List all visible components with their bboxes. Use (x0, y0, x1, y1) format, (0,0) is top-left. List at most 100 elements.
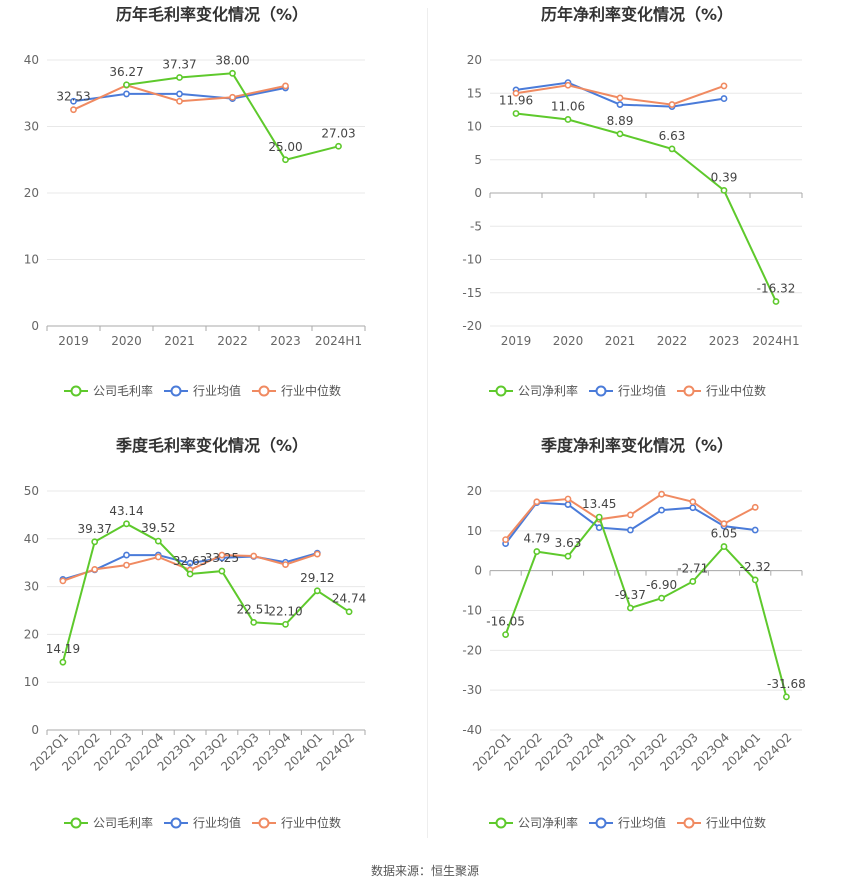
data-point-industry_median (512, 89, 520, 97)
y-tick-label: 30 (24, 120, 39, 134)
legend-marker-icon (495, 385, 507, 397)
data-point-industry_avg (123, 90, 130, 98)
data-point-company (218, 567, 226, 575)
y-tick-label: -10 (462, 253, 482, 267)
x-tick-label: 2024H1 (752, 334, 799, 348)
legend-label: 行业均值 (618, 383, 666, 398)
data-label: -2.32 (740, 560, 771, 574)
data-point-industry_median (250, 552, 258, 560)
data-label: 29.12 (300, 571, 334, 585)
data-point-industry_avg (751, 526, 759, 534)
data-point-industry_median (91, 565, 99, 573)
y-tick-label: 10 (24, 253, 39, 267)
y-tick-label: 20 (24, 186, 39, 200)
quarterly-gross-chart: 季度毛利率变化情况（%）010203040502022Q12022Q22022Q… (24, 436, 367, 830)
data-label: 32.53 (56, 90, 90, 104)
x-tick-label: 2022 (657, 334, 688, 348)
data-point-company (345, 608, 353, 616)
data-label: 25.00 (268, 140, 302, 154)
legend-marker-icon (170, 817, 182, 829)
data-point-company (595, 513, 603, 521)
legend-marker-icon (258, 385, 270, 397)
data-point-company (783, 693, 790, 701)
data-label: 6.63 (659, 129, 686, 143)
legend-item-industry_avg[interactable]: 行业均值 (589, 383, 666, 398)
data-point-company (91, 538, 99, 546)
legend-marker-icon (170, 385, 182, 397)
data-point-industry_median (59, 577, 67, 585)
data-label: 43.14 (109, 504, 143, 518)
data-label: 27.03 (321, 126, 355, 140)
data-point-industry_median (282, 561, 289, 569)
data-label: -2.71 (677, 561, 708, 575)
data-point-industry_avg (564, 501, 572, 508)
data-point-industry_median (533, 498, 541, 506)
data-label: -16.32 (757, 282, 796, 296)
data-point-company (668, 145, 676, 153)
y-tick-label: -5 (470, 219, 482, 233)
data-point-industry_median (658, 490, 665, 498)
legend-label: 公司毛利率 (93, 815, 153, 830)
chart-title: 历年毛利率变化情况（%） (116, 5, 308, 24)
data-point-company (123, 520, 130, 528)
data-label: 37.37 (162, 57, 196, 71)
data-point-industry_avg (186, 559, 194, 567)
data-point-industry_median (668, 101, 676, 108)
legend-label: 公司净利率 (518, 815, 578, 830)
data-label: 24.74 (332, 592, 366, 606)
series-line-company (515, 112, 777, 302)
data-point-company (502, 631, 509, 638)
data-label: 39.37 (78, 522, 112, 536)
legend-item-company[interactable]: 公司净利率 (489, 383, 578, 398)
data-point-company (59, 658, 67, 666)
legend-marker-icon (70, 817, 82, 829)
legend-item-industry_median[interactable]: 行业中位数 (252, 815, 341, 830)
legend-item-industry_median[interactable]: 行业中位数 (677, 383, 766, 398)
legend-label: 行业中位数 (706, 383, 766, 398)
x-tick-label: 2019 (58, 334, 89, 348)
data-point-industry_median (282, 82, 289, 90)
legend-item-company[interactable]: 公司毛利率 (64, 383, 153, 398)
legend-label: 行业均值 (193, 383, 241, 398)
legend-label: 行业均值 (193, 815, 241, 830)
legend-marker-icon (70, 385, 82, 397)
y-tick-label: -20 (462, 643, 482, 657)
y-tick-label: 0 (31, 319, 39, 333)
legend-label: 行业均值 (618, 815, 666, 830)
legend-item-industry_avg[interactable]: 行业均值 (164, 815, 241, 830)
legend-item-company[interactable]: 公司净利率 (489, 815, 578, 830)
chart-title: 历年净利率变化情况（%） (541, 5, 733, 24)
data-point-company (186, 570, 194, 578)
y-tick-label: 0 (474, 564, 482, 578)
legend-item-industry_median[interactable]: 行业中位数 (677, 815, 766, 830)
data-point-company (564, 116, 572, 123)
data-point-company (627, 604, 634, 612)
chart-title: 季度净利率变化情况（%） (540, 436, 733, 455)
y-tick-label: 40 (24, 53, 39, 67)
legend-marker-icon (683, 385, 695, 397)
data-label: 3.63 (555, 536, 582, 550)
chart-title: 季度毛利率变化情况（%） (115, 436, 308, 455)
legend-item-company[interactable]: 公司毛利率 (64, 815, 153, 830)
legend-label: 行业中位数 (281, 815, 341, 830)
legend-label: 公司净利率 (518, 383, 578, 398)
y-tick-label: 0 (474, 186, 482, 200)
x-tick-label: 2024H1 (315, 334, 362, 348)
data-point-industry_median (176, 97, 183, 105)
legend-item-industry_avg[interactable]: 行业均值 (589, 815, 666, 830)
data-point-company (772, 298, 780, 305)
data-label: -16.05 (486, 615, 525, 629)
data-point-industry_median (689, 498, 697, 506)
data-point-company (533, 548, 541, 555)
y-tick-label: 15 (467, 86, 482, 100)
data-point-industry_median (751, 503, 759, 511)
x-tick-label: 2021 (605, 334, 636, 348)
data-label: 8.89 (607, 114, 634, 128)
legend-marker-icon (258, 817, 270, 829)
y-tick-label: 20 (467, 484, 482, 498)
legend-item-industry_avg[interactable]: 行业均值 (164, 383, 241, 398)
legend-item-industry_median[interactable]: 行业中位数 (252, 383, 341, 398)
data-point-industry_avg (595, 524, 603, 532)
data-point-company (313, 587, 321, 595)
